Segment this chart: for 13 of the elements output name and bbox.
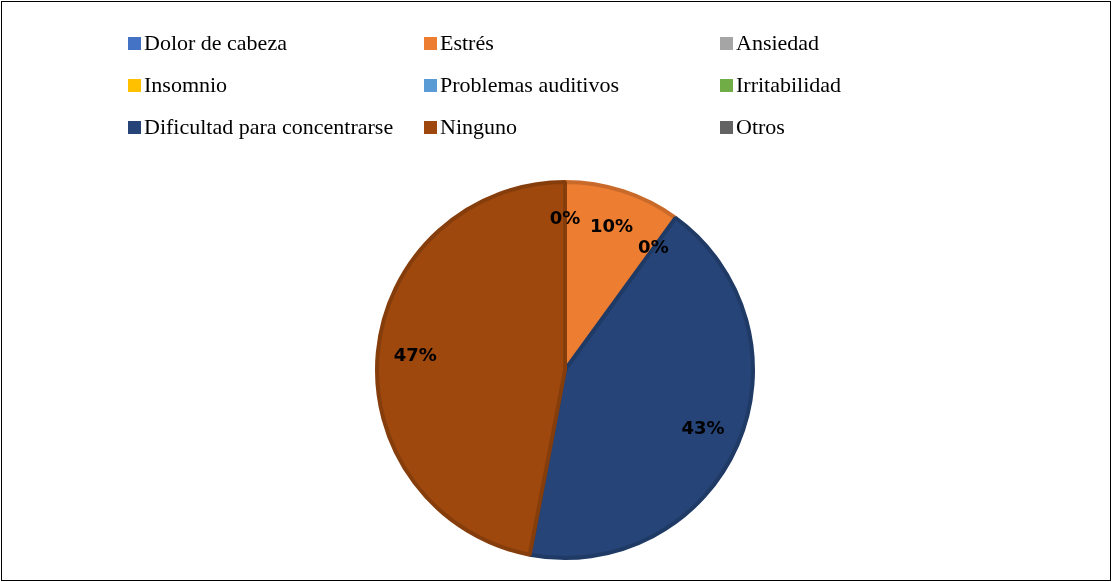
legend-label: Insomnio	[144, 72, 228, 98]
legend-label: Ansiedad	[736, 30, 820, 56]
data-label: 47%	[393, 343, 437, 365]
data-label: 10%	[589, 214, 634, 236]
legend-label: Otros	[736, 114, 785, 140]
text: 0%	[549, 207, 581, 229]
legend-label: Dificultad para concentrarse	[144, 114, 394, 140]
data-label: 43%	[681, 417, 725, 439]
legend-label: Irritabilidad	[736, 72, 842, 98]
legend-label: Ninguno	[440, 114, 517, 140]
legend-label: Estrés	[440, 30, 494, 56]
legend-label: Problemas auditivos	[440, 72, 620, 98]
legend-label: Dolor de cabeza	[144, 30, 287, 56]
